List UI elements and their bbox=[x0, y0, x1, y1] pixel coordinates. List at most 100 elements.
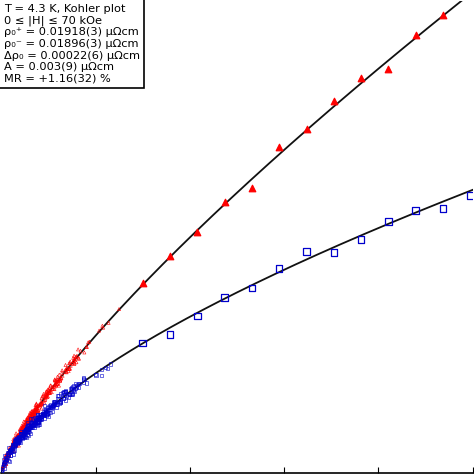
Point bbox=[3, 456, 11, 464]
Point bbox=[43, 392, 50, 400]
Point bbox=[67, 385, 74, 393]
Point bbox=[19, 427, 27, 434]
Point bbox=[69, 360, 76, 367]
Point bbox=[30, 410, 38, 418]
Point bbox=[25, 428, 32, 436]
Point bbox=[66, 358, 74, 365]
Point bbox=[21, 418, 28, 426]
Point bbox=[0, 468, 6, 474]
Point bbox=[34, 416, 41, 423]
Point bbox=[97, 366, 105, 374]
Point bbox=[1, 459, 9, 467]
Point bbox=[38, 394, 46, 402]
Point bbox=[53, 381, 60, 388]
Point bbox=[50, 398, 58, 406]
Point bbox=[37, 413, 45, 420]
Point bbox=[49, 402, 57, 410]
Point bbox=[27, 415, 35, 422]
Point bbox=[24, 426, 31, 433]
Point bbox=[0, 461, 8, 468]
Point bbox=[14, 434, 22, 441]
Point bbox=[7, 446, 14, 453]
Point bbox=[34, 411, 41, 419]
Point bbox=[14, 432, 22, 439]
Point bbox=[60, 394, 67, 402]
Point bbox=[63, 365, 70, 373]
Point bbox=[24, 414, 31, 422]
Point bbox=[26, 411, 34, 419]
Point bbox=[34, 419, 42, 427]
Point bbox=[21, 429, 28, 437]
Point bbox=[15, 442, 23, 449]
Point bbox=[105, 319, 112, 327]
Point bbox=[303, 125, 310, 133]
Point bbox=[29, 421, 37, 429]
Point bbox=[12, 441, 19, 448]
Point bbox=[19, 426, 27, 434]
Point bbox=[27, 415, 35, 423]
Point bbox=[30, 419, 37, 426]
Point bbox=[62, 387, 69, 395]
Point bbox=[10, 439, 18, 447]
Point bbox=[13, 438, 20, 445]
Point bbox=[28, 411, 36, 419]
Point bbox=[10, 443, 18, 451]
Point bbox=[42, 394, 49, 402]
Point bbox=[30, 413, 38, 420]
Point bbox=[27, 412, 34, 419]
Point bbox=[30, 409, 37, 417]
Point bbox=[439, 11, 447, 19]
Point bbox=[27, 414, 35, 422]
Point bbox=[29, 413, 36, 421]
Point bbox=[56, 377, 64, 384]
Point bbox=[63, 365, 70, 373]
Point bbox=[17, 430, 24, 438]
Point bbox=[25, 418, 32, 426]
Point bbox=[23, 419, 30, 426]
Point bbox=[43, 388, 50, 395]
Point bbox=[29, 414, 37, 422]
Point bbox=[36, 416, 43, 424]
Point bbox=[27, 429, 34, 437]
Point bbox=[31, 422, 38, 429]
Point bbox=[248, 184, 255, 191]
Point bbox=[7, 444, 15, 451]
Point bbox=[0, 466, 6, 474]
Point bbox=[52, 381, 60, 388]
Point bbox=[48, 388, 55, 396]
Point bbox=[54, 392, 62, 399]
Point bbox=[31, 419, 38, 427]
Point bbox=[34, 402, 41, 410]
Point bbox=[62, 397, 69, 405]
Point bbox=[21, 425, 28, 433]
Point bbox=[41, 410, 48, 417]
Point bbox=[18, 434, 25, 442]
Point bbox=[10, 441, 18, 448]
Point bbox=[9, 442, 17, 449]
Point bbox=[37, 401, 45, 408]
Point bbox=[15, 438, 22, 446]
Point bbox=[40, 411, 48, 419]
Point bbox=[95, 327, 103, 334]
Point bbox=[44, 391, 51, 398]
Point bbox=[44, 386, 52, 393]
Point bbox=[41, 405, 48, 413]
Point bbox=[12, 437, 20, 444]
Point bbox=[5, 447, 13, 454]
Point bbox=[13, 438, 21, 446]
Point bbox=[24, 413, 31, 421]
Point bbox=[0, 459, 8, 467]
Point bbox=[46, 389, 53, 397]
Point bbox=[47, 382, 55, 389]
Point bbox=[44, 406, 52, 414]
Point bbox=[24, 419, 32, 427]
Point bbox=[5, 444, 13, 452]
Point bbox=[41, 410, 48, 418]
Point bbox=[51, 398, 58, 405]
Point bbox=[412, 207, 419, 214]
Point bbox=[24, 421, 32, 428]
Point bbox=[69, 383, 77, 390]
Point bbox=[17, 428, 25, 436]
Point bbox=[70, 355, 78, 363]
Point bbox=[40, 390, 47, 398]
